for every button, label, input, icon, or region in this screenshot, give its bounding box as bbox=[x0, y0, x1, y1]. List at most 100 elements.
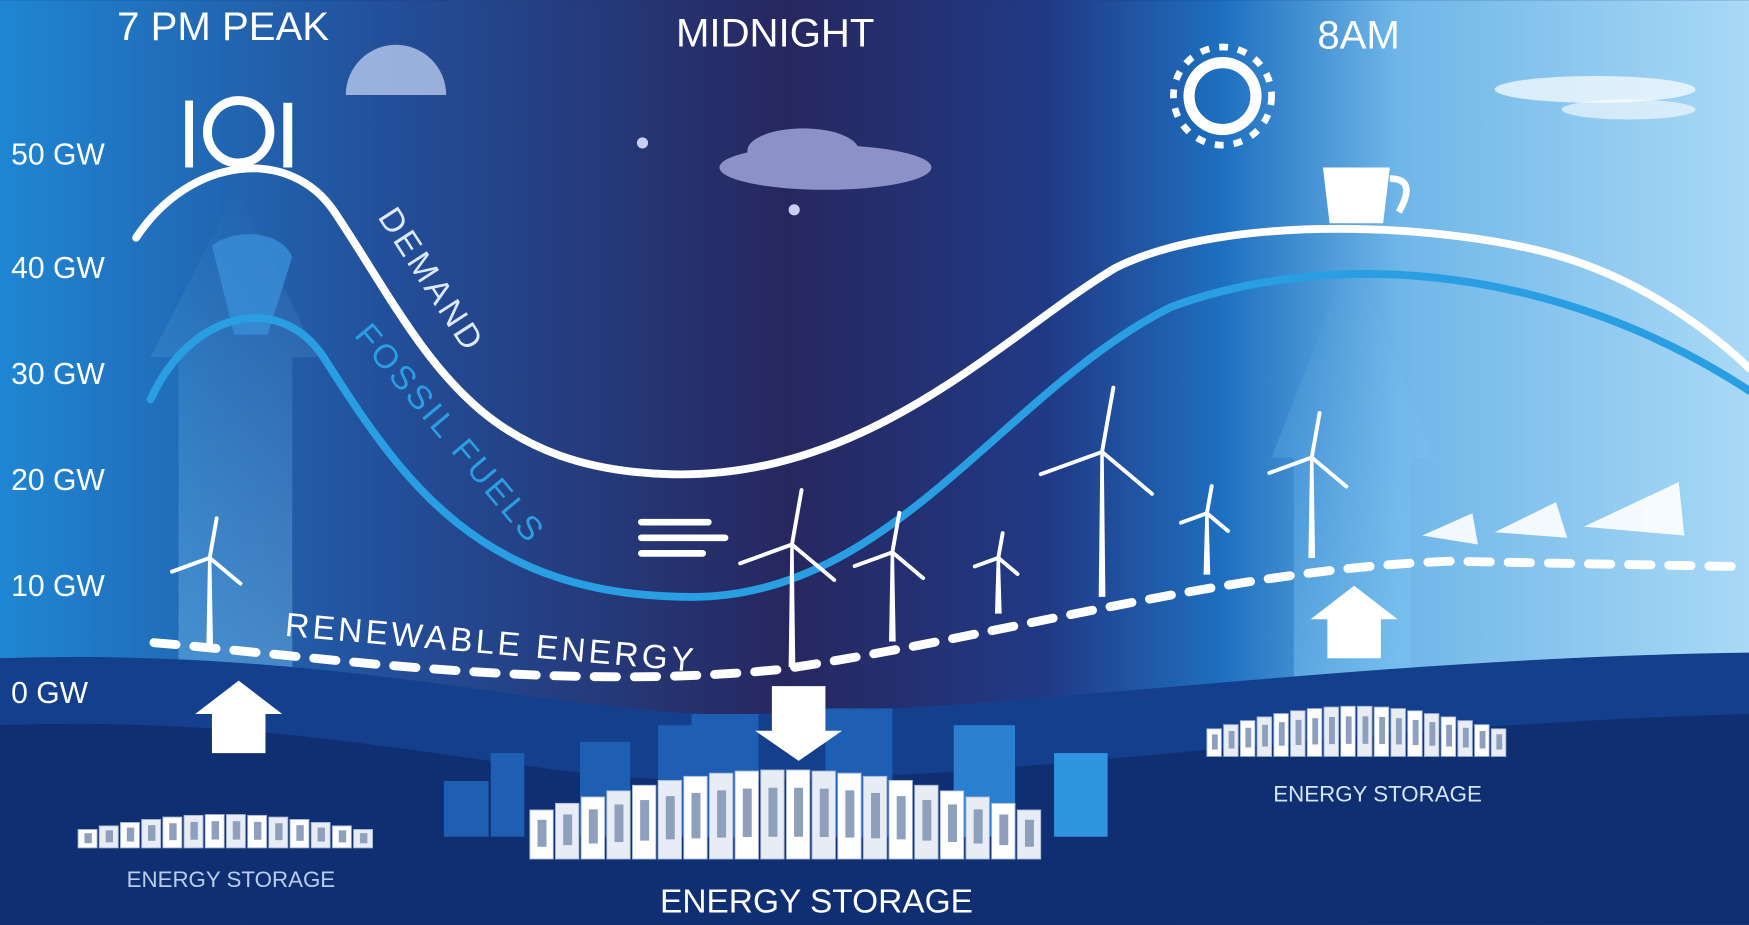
sky-icons-part bbox=[185, 100, 193, 168]
storage-label: ENERGY STORAGE bbox=[1273, 781, 1482, 806]
turbine-blade bbox=[1100, 449, 1154, 496]
storage-vent bbox=[190, 821, 198, 840]
sky-icons-part bbox=[1183, 57, 1262, 136]
turbine-blade bbox=[890, 510, 902, 555]
storage-vent bbox=[563, 814, 573, 846]
storage-vent bbox=[845, 790, 855, 838]
storage-vent bbox=[871, 792, 881, 839]
turbine-blade bbox=[207, 516, 219, 560]
storage-vent bbox=[614, 804, 624, 842]
storage-vent bbox=[1024, 819, 1034, 847]
storage-vent bbox=[794, 787, 804, 837]
storage-vent bbox=[1412, 719, 1419, 746]
sky-icons-part bbox=[1170, 43, 1275, 149]
storage-vent bbox=[1362, 716, 1369, 744]
sky-icons-part bbox=[1322, 167, 1390, 224]
storage-vent bbox=[691, 792, 701, 839]
curves-part bbox=[132, 164, 1749, 479]
ground-part-part bbox=[443, 780, 489, 837]
midnight-label: MIDNIGHT bbox=[676, 10, 874, 55]
turbine-tower bbox=[206, 557, 214, 648]
axis-label: 20 GW bbox=[11, 464, 105, 497]
storage-vent bbox=[973, 809, 983, 844]
storage-vent bbox=[359, 833, 368, 844]
axis-label: 40 GW bbox=[11, 252, 105, 285]
ground-part-part bbox=[490, 753, 525, 837]
turbine-blade bbox=[1267, 455, 1314, 475]
turbine-blade bbox=[1204, 484, 1214, 516]
sky-icons-part bbox=[345, 44, 447, 95]
storage-vent bbox=[232, 821, 241, 840]
axis-label: 50 GW bbox=[11, 138, 105, 171]
peak-label: 7 PM PEAK bbox=[117, 4, 329, 49]
turbine-blade bbox=[170, 555, 212, 574]
turbine-blade bbox=[1309, 411, 1322, 460]
storage-vent bbox=[338, 830, 347, 843]
turbine-tower bbox=[1203, 513, 1211, 575]
storage-vent bbox=[169, 823, 177, 841]
storage-label: ENERGY STORAGE bbox=[127, 867, 336, 892]
axis-label: 0 GW bbox=[11, 677, 89, 710]
turbine-tower bbox=[1098, 451, 1106, 597]
turbine-blade bbox=[1309, 455, 1349, 489]
turbine-blade bbox=[1179, 511, 1209, 525]
storage-vent bbox=[211, 821, 220, 840]
storage-vent bbox=[717, 790, 727, 838]
storage-vent bbox=[896, 796, 906, 840]
storage-vent bbox=[1395, 718, 1402, 745]
storage-vent bbox=[1329, 716, 1335, 745]
turbine-blade bbox=[972, 555, 1001, 569]
turbine-blade bbox=[207, 555, 243, 586]
storage-arrows-part bbox=[755, 686, 843, 761]
ground-part-part bbox=[1054, 753, 1108, 837]
sky-icons-part bbox=[636, 137, 649, 149]
storage-vent bbox=[296, 825, 304, 841]
axis-label: 10 GW bbox=[11, 570, 105, 603]
storage-vent bbox=[768, 787, 778, 837]
sky-icons-part bbox=[747, 128, 859, 174]
storage-vent bbox=[948, 804, 957, 842]
storage-vent bbox=[1446, 724, 1453, 747]
sky-icons bbox=[185, 43, 1696, 557]
storage-vent bbox=[999, 814, 1009, 846]
sky-icons-part bbox=[638, 518, 729, 557]
turbine-blade bbox=[852, 550, 895, 568]
turbine-blade bbox=[738, 542, 794, 566]
storage-vent bbox=[317, 827, 325, 842]
sky-icons-part bbox=[1561, 99, 1696, 120]
storage-vent bbox=[1496, 734, 1503, 750]
sky-icons-part bbox=[1422, 482, 1685, 545]
storage-vent bbox=[1211, 734, 1218, 750]
turbine-tower bbox=[788, 544, 796, 668]
storage-vent bbox=[588, 809, 598, 844]
turbine-blade bbox=[790, 488, 804, 547]
sky-icons-part bbox=[211, 234, 293, 335]
storage-vent bbox=[1429, 722, 1436, 746]
storage-arrows-part bbox=[195, 680, 283, 754]
turbine-blade bbox=[890, 550, 926, 581]
turbine-tower bbox=[994, 557, 1002, 614]
axis-label: 30 GW bbox=[11, 358, 105, 391]
turbine-blade bbox=[1204, 511, 1230, 533]
storage-vent bbox=[1345, 716, 1352, 744]
storage-vent bbox=[1462, 727, 1469, 748]
storage-vent bbox=[126, 827, 135, 842]
turbine-blade bbox=[996, 531, 1005, 560]
storage-arrows-part bbox=[1310, 585, 1398, 659]
storage-vent bbox=[537, 819, 547, 847]
storage-units bbox=[77, 705, 1507, 860]
storage-vent bbox=[640, 800, 650, 841]
sky-icons-part bbox=[788, 204, 800, 216]
storage-vent bbox=[84, 833, 92, 844]
turbine-blade bbox=[996, 555, 1020, 576]
storage-vent bbox=[922, 800, 932, 841]
storage-label: ENERGY STORAGE bbox=[660, 883, 973, 920]
beams-part bbox=[1271, 251, 1434, 781]
storage-vent bbox=[1245, 727, 1252, 748]
storage-vent bbox=[253, 821, 262, 840]
morning-label: 8AM bbox=[1317, 13, 1400, 58]
turbine-blade bbox=[790, 542, 837, 582]
storage-vent bbox=[1295, 719, 1302, 746]
